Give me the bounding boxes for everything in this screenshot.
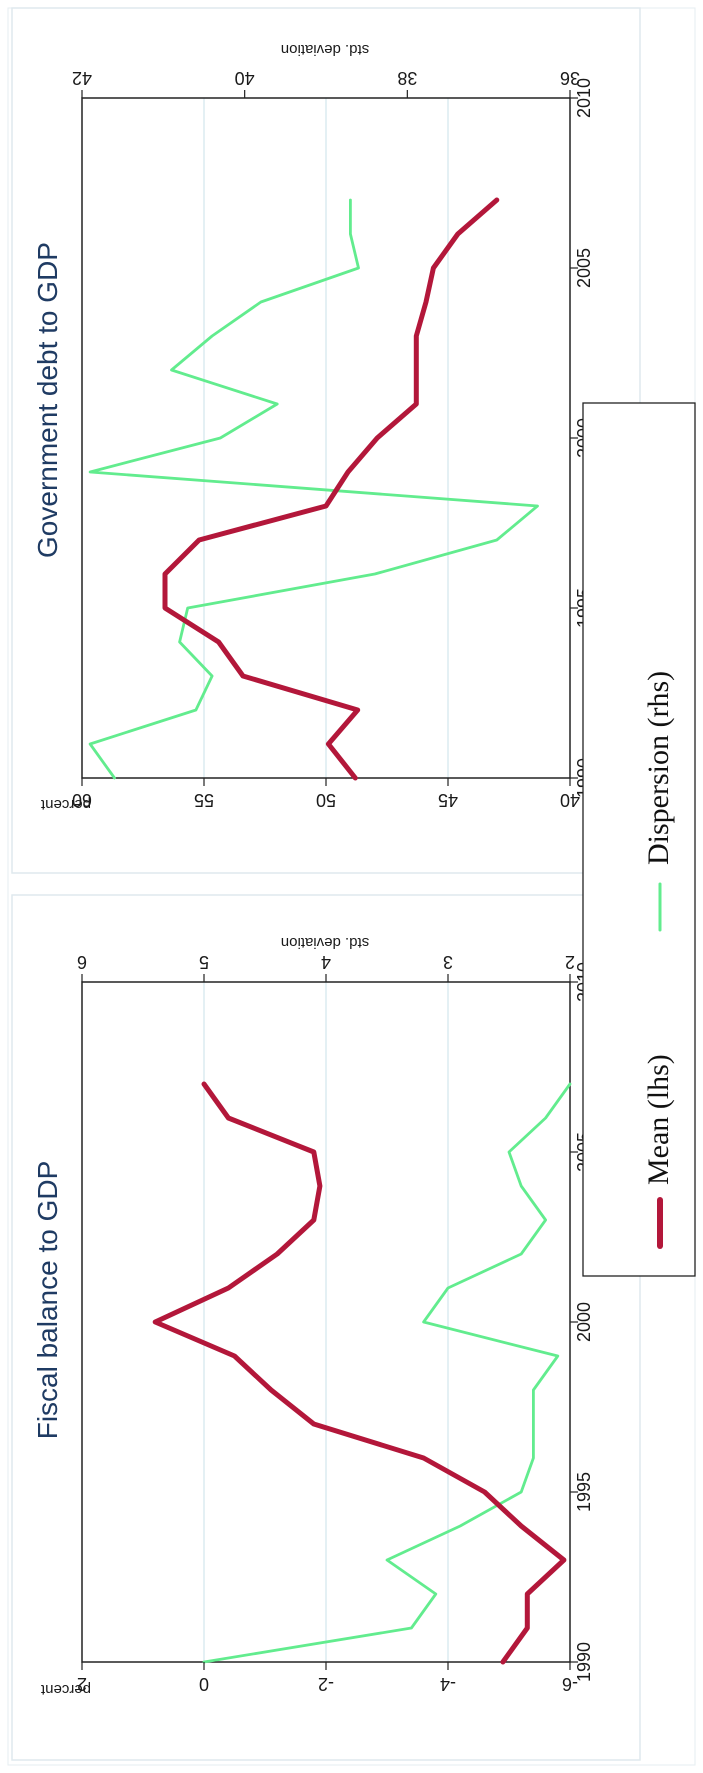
mean-series-line <box>162 197 500 781</box>
left-tick-label: 0 <box>199 1674 209 1694</box>
left-tick-label: 60 <box>72 790 92 810</box>
x-tick-label: 1995 <box>574 1472 594 1512</box>
chart-title: Fiscal balance to GDP <box>32 1161 63 1440</box>
government-debt-panel: 60555045404240383619901995200020052010 p… <box>11 7 641 874</box>
mean-series-line <box>152 1081 567 1665</box>
dispersion-series-line <box>202 1082 572 1664</box>
legend-mean-label: Mean (lhs) <box>642 1054 675 1185</box>
legend-dispersion-label: Dispersion (rhs) <box>642 671 675 865</box>
x-tick-label: 2005 <box>574 248 594 288</box>
chart-title: Government debt to GDP <box>32 242 63 558</box>
gridlines <box>203 982 449 1662</box>
left-tick-label: -2 <box>318 1674 334 1694</box>
right-tick-label: 6 <box>77 952 87 972</box>
axis-ticks: 60555045404240383619901995200020052010 <box>72 68 594 810</box>
left-tick-label: 55 <box>194 790 214 810</box>
panel-frame <box>11 894 641 1761</box>
fiscal-balance-panel: 20-2-4-66543219901995200020052010 percen… <box>11 894 641 1761</box>
x-tick-label: 2010 <box>574 78 594 118</box>
gridlines <box>203 98 449 778</box>
right-tick-label: 5 <box>199 952 209 972</box>
right-tick-label: 4 <box>321 952 331 972</box>
left-tick-label: 45 <box>438 790 458 810</box>
ylabel-right: std. deviation <box>281 41 369 58</box>
dispersion-series-line <box>88 198 539 780</box>
left-tick-label: 50 <box>316 790 336 810</box>
right-tick-label: 38 <box>397 68 417 88</box>
ylabel-left: percent <box>40 1681 91 1698</box>
x-tick-label: 2000 <box>574 1302 594 1342</box>
series-lines <box>152 1081 572 1665</box>
left-tick-label: -6 <box>562 1674 578 1694</box>
legend: Mean (lhs) Dispersion (rhs) <box>582 402 696 1277</box>
series-lines <box>88 197 539 781</box>
ylabel-right: std. deviation <box>281 934 369 951</box>
left-tick-label: -4 <box>440 1674 456 1694</box>
right-tick-label: 36 <box>560 68 580 88</box>
left-tick-label: 40 <box>560 790 580 810</box>
ylabel-left: percent <box>40 796 91 813</box>
right-tick-label: 3 <box>443 952 453 972</box>
right-tick-label: 42 <box>72 68 92 88</box>
right-tick-label: 40 <box>235 68 255 88</box>
x-tick-label: 1990 <box>574 1642 594 1682</box>
right-tick-label: 2 <box>565 952 575 972</box>
left-tick-label: 2 <box>77 1674 87 1694</box>
legend-box <box>582 402 696 1277</box>
